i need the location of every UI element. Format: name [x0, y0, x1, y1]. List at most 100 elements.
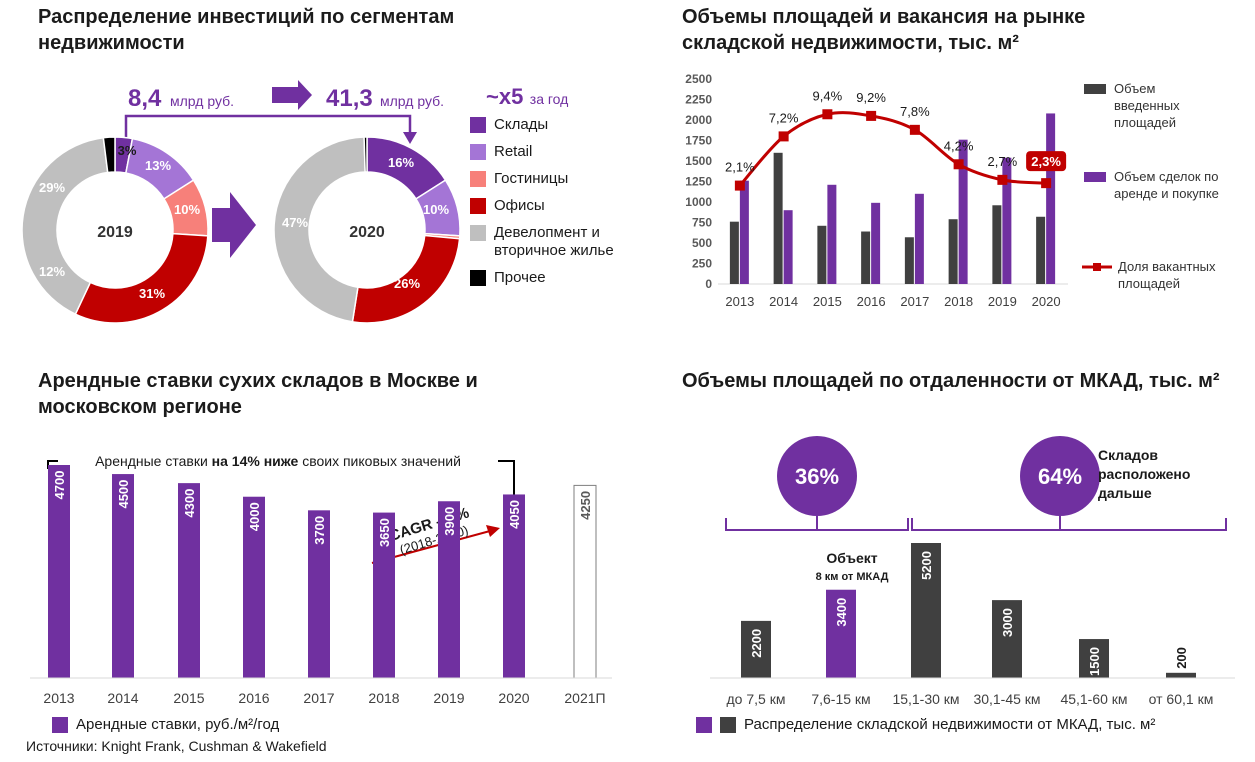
x-tick-label: 2019 — [433, 690, 464, 706]
legend-item: Retail — [470, 143, 620, 161]
x-tick-label: 2020 — [1032, 294, 1061, 309]
legend-item: Офисы — [470, 197, 620, 215]
bar-delivered — [904, 237, 914, 284]
donut-label: 10% — [174, 202, 200, 217]
y-tick-label: 2000 — [685, 113, 712, 127]
annotation-bg — [58, 451, 498, 471]
rate-bar — [503, 494, 525, 678]
donut-label: 29% — [39, 180, 65, 195]
x-tick-label: 2017 — [900, 294, 929, 309]
bar-deals — [958, 139, 968, 284]
rate-bar-label: 3700 — [312, 516, 327, 545]
y-tick-label: 2250 — [685, 93, 712, 107]
legend-label: Гостиницы — [494, 170, 569, 187]
rate-bar — [178, 483, 200, 678]
rate-bar-label: 4000 — [247, 502, 262, 531]
peak-annotation-post: своих пиковых значений — [298, 453, 461, 469]
y-tick-label: 750 — [692, 216, 712, 230]
source-note: Источники: Knight Frank, Cushman & Wakef… — [26, 738, 327, 754]
y-tick-label: 1500 — [685, 154, 712, 168]
vacancy-label: 2,3% — [1031, 154, 1061, 169]
bar-delivered — [729, 221, 739, 284]
panel1-title: Распределение инвестиций по сегментам не… — [38, 6, 455, 54]
brace-right — [911, 516, 1227, 531]
legend-swatch — [470, 270, 486, 286]
arrow-right-icon — [272, 80, 312, 110]
legend-item: Прочее — [470, 269, 620, 287]
distance-bar — [826, 589, 856, 678]
bar-delivered — [817, 225, 827, 284]
growth-badge: ~x5 за год — [486, 84, 568, 110]
donut-label: 10% — [423, 202, 449, 217]
bar-deals — [739, 180, 749, 284]
from-unit: млрд руб. — [170, 93, 234, 109]
connector-arrowhead-icon — [403, 132, 417, 144]
bar-deals — [827, 184, 837, 284]
right-note: Складов расположено дальше — [1098, 447, 1191, 501]
vacancy-label-bg — [1026, 151, 1067, 172]
legend-swatch-purple — [696, 716, 712, 733]
donut-segment — [273, 136, 366, 323]
rate-bar-label: 4300 — [182, 489, 197, 518]
investment-donuts-chart: 8,4 млрд руб. 41,3 млрд руб. 3% 13% 10% 31%… — [21, 80, 461, 324]
x-tick-label: от 60,1 км — [1149, 691, 1214, 707]
y-tick-label: 1000 — [685, 195, 712, 209]
vacancy-marker — [1041, 178, 1052, 189]
x-tick-label: 2018 — [944, 294, 973, 309]
distance-bar-label: 1500 — [1087, 647, 1102, 676]
object-subtitle: 8 км от МКАД — [816, 571, 889, 583]
vacancy-label: 2,7% — [988, 154, 1018, 169]
x-tick-label: 2016 — [857, 294, 886, 309]
vacancy-label: 9,4% — [813, 88, 843, 103]
donut-2020: 16% 10% 26% 47% — [273, 136, 461, 324]
cagr-arrowhead-icon — [486, 525, 500, 537]
donut-2020-label: 2020 — [349, 224, 385, 241]
x-tick-label: 2013 — [725, 294, 754, 309]
bar-delivered — [992, 205, 1002, 284]
bar-deals — [783, 210, 793, 284]
vacancy-label: 7,2% — [769, 110, 799, 125]
circle-right — [1020, 436, 1100, 516]
panel2-legend-vacancy: Доля вакантных площадей — [1082, 258, 1238, 292]
legend-label: Склады — [494, 116, 549, 133]
rate-bar-label: 3650 — [377, 518, 392, 547]
bar-delivered — [948, 219, 958, 284]
warehouse-volume-chart: 2500225020001750150012501000750500250020… — [685, 72, 1068, 309]
growth-unit: за год — [529, 91, 569, 107]
x-tick-label: 2017 — [303, 690, 334, 706]
legend-swatch — [470, 144, 486, 160]
distance-bar-label: 200 — [1174, 647, 1189, 669]
donut-segment — [74, 232, 209, 324]
panel2-legend-delivered: Объем введенных площадей — [1084, 80, 1214, 131]
distance-bar — [911, 543, 941, 678]
legend-label-delivered: Объем введенных площадей — [1114, 81, 1180, 130]
distance-bar-label: 2200 — [749, 629, 764, 658]
x-tick-label: 2018 — [368, 690, 399, 706]
bar-deals — [914, 193, 924, 284]
donut-label: 26% — [394, 276, 420, 291]
donut-2019-label: 2019 — [97, 224, 133, 241]
x-tick-label: 2016 — [238, 690, 269, 706]
big-arrow-icon — [212, 192, 256, 258]
rate-bar — [243, 496, 265, 678]
legend-label: Девелопмент и вторичное жилье — [494, 224, 614, 259]
legend-label-distance: Распределение складской недвижимости от … — [744, 716, 1156, 733]
rate-bar-label: 4500 — [116, 480, 131, 509]
rate-bar — [48, 465, 70, 678]
to-unit: млрд руб. — [380, 93, 444, 109]
distance-bar-label: 5200 — [919, 551, 934, 580]
legend-item: Гостиницы — [470, 170, 620, 188]
x-tick-label: 2014 — [107, 690, 138, 706]
x-tick-label: 45,1-60 км — [1060, 691, 1127, 707]
rate-bar — [112, 474, 134, 678]
x-tick-label: до 7,5 км — [727, 691, 786, 707]
y-tick-label: 1750 — [685, 134, 712, 148]
legend-swatch-dark — [720, 716, 736, 733]
legend-swatch — [470, 171, 486, 187]
bar-delivered — [861, 231, 871, 284]
y-tick-label: 250 — [692, 257, 712, 271]
bar-delivered — [773, 152, 783, 284]
donut-label: 47% — [282, 215, 308, 230]
x-tick-label: 7,6-15 км — [811, 691, 870, 707]
rate-bar — [373, 512, 395, 678]
